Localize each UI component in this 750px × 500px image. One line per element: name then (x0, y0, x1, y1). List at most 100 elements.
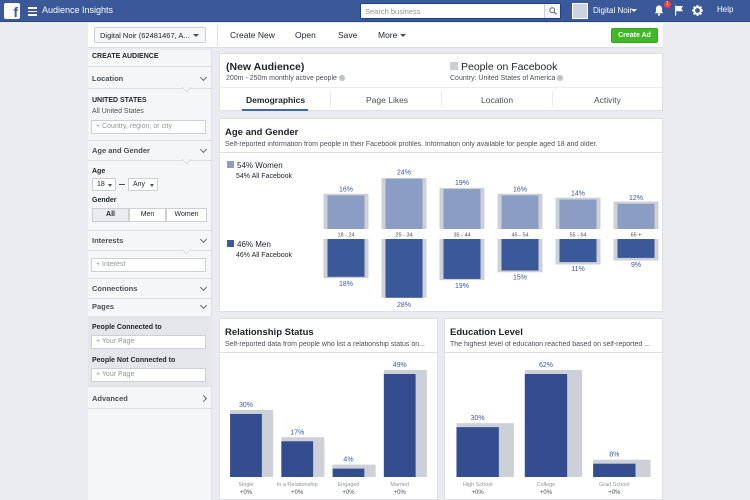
age-tick-label: 45 - 54 (511, 233, 528, 239)
bar-difference-label: +0% (540, 490, 553, 496)
facebook-logo-icon[interactable]: f (4, 3, 20, 19)
tab-page-likes[interactable]: Page Likes (366, 95, 409, 105)
flag-icon[interactable] (674, 5, 684, 16)
page-placeholder: Your Page (101, 338, 135, 345)
section-label: Age and Gender (92, 146, 150, 155)
data-bar (230, 413, 262, 477)
avatar (572, 3, 588, 19)
search-button[interactable] (544, 4, 560, 18)
men-label: 46% Men (237, 240, 271, 249)
bar-category-label: In a Relationship (277, 482, 318, 488)
section-label: Location (92, 74, 124, 83)
create-new-button[interactable]: Create New (230, 30, 275, 40)
help-link[interactable]: Help (717, 5, 734, 14)
gender-women-button[interactable]: Women (166, 208, 207, 222)
interests-section-toggle[interactable]: Interests (88, 232, 212, 250)
hamburger-menu-icon[interactable] (28, 7, 37, 16)
location-section-toggle[interactable]: Location (88, 70, 212, 88)
divider (88, 88, 212, 89)
men-bar (559, 239, 597, 263)
pages-section-toggle[interactable]: Pages (88, 298, 212, 316)
chevron-down-icon (199, 235, 208, 244)
location-input[interactable]: + Country, region, or city (91, 120, 206, 134)
tab-demographics[interactable]: Demographics (246, 95, 306, 105)
ad-account-select[interactable]: Digital Noir (62481467, A... (94, 27, 206, 43)
age-tick-label: 55 - 64 (569, 233, 586, 239)
app-title: Audience Insights (42, 5, 114, 15)
divider (220, 352, 437, 353)
men-value-label: 9% (631, 262, 641, 269)
divider (88, 230, 212, 231)
age-gender-chart: 16% 18% 18 - 24 24% 28% 25 - 34 19% 19% 35 - 44 1… (317, 170, 659, 309)
age-gender-panel: Age and Gender Self-reported information… (219, 118, 663, 312)
comparison-title-text: People on Facebook (461, 61, 558, 73)
bar-value-label: 30% (239, 402, 253, 409)
save-button[interactable]: Save (338, 30, 358, 40)
bar-category-label: Married (390, 482, 409, 488)
relationship-title: Relationship Status (225, 327, 314, 338)
audience-header-panel: (New Audience) 200m - 250m monthly activ… (219, 53, 663, 111)
create-ad-button[interactable]: Create Ad (611, 28, 658, 43)
ad-account-value: Digital Noir (62481467, A... (100, 31, 190, 40)
audience-title: (New Audience) (226, 61, 305, 73)
tab-location[interactable]: Location (481, 95, 514, 105)
age-gender-title: Age and Gender (225, 127, 299, 138)
open-button[interactable]: Open (295, 30, 316, 40)
relationship-subtitle: Self-reported data from people who list … (225, 341, 425, 348)
bar-value-label: 49% (393, 362, 407, 369)
age-tick-label: 65 + (631, 233, 642, 239)
not-connected-page-input[interactable]: + Your Page (91, 368, 206, 382)
section-label: Advanced (92, 394, 128, 403)
men-legend: 46% Men (227, 240, 271, 249)
create-audience-sidebar: CREATE AUDIENCE Location UNITED STATES A… (88, 50, 212, 500)
men-value-label: 18% (339, 281, 353, 288)
search-input[interactable] (361, 4, 541, 18)
bar-value-label: 4% (343, 457, 353, 464)
info-icon[interactable] (557, 75, 564, 81)
gender-all-button[interactable]: All (92, 208, 129, 222)
more-button[interactable]: More (378, 27, 407, 43)
people-not-connected-label: People Not Connected to (92, 357, 176, 364)
section-label: Interests (92, 236, 124, 245)
location-placeholder: Country, region, or city (102, 123, 172, 130)
chevron-down-icon (631, 9, 637, 12)
advanced-section-toggle[interactable]: Advanced (88, 390, 212, 408)
divider (220, 152, 662, 153)
chevron-down-icon (400, 34, 407, 37)
tab-activity[interactable]: Activity (594, 95, 621, 105)
bar-difference-label: +0% (291, 490, 304, 496)
age-max-select[interactable]: Any (128, 178, 158, 191)
bar-difference-label: +0% (394, 490, 407, 496)
chevron-down-icon (199, 145, 208, 154)
info-icon[interactable] (338, 75, 345, 81)
age-tick-label: 18 - 24 (337, 233, 354, 239)
notifications-bell-icon[interactable] (654, 5, 664, 16)
location-region: All United States (92, 108, 144, 115)
men-value-label: 28% (397, 302, 411, 309)
divider (330, 91, 331, 107)
age-gender-section-toggle[interactable]: Age and Gender (88, 142, 212, 160)
women-bar (559, 199, 597, 229)
gender-men-button[interactable]: Men (129, 208, 166, 222)
interest-input[interactable]: + Interest (91, 258, 206, 272)
data-bar (383, 374, 416, 477)
gear-icon[interactable] (692, 5, 703, 16)
comparison-title: People on Facebook (450, 61, 557, 73)
divider (441, 91, 442, 107)
data-bar (456, 427, 499, 477)
bar-value-label: 8% (609, 452, 619, 459)
women-bar (501, 195, 539, 229)
active-tab-indicator (242, 109, 308, 111)
age-min-value: 18 (97, 181, 105, 188)
search-box[interactable] (360, 3, 561, 19)
men-bar (327, 239, 365, 277)
age-min-select[interactable]: 18 (92, 178, 116, 191)
connections-section-toggle[interactable]: Connections (88, 280, 212, 298)
women-value-label: 14% (571, 191, 585, 198)
chevron-down-icon (199, 301, 208, 310)
divider (88, 298, 212, 299)
bar-value-label: 30% (471, 415, 485, 422)
connected-page-input[interactable]: + Your Page (91, 335, 206, 349)
bar-difference-label: +0% (342, 490, 355, 496)
data-bar (281, 441, 314, 477)
